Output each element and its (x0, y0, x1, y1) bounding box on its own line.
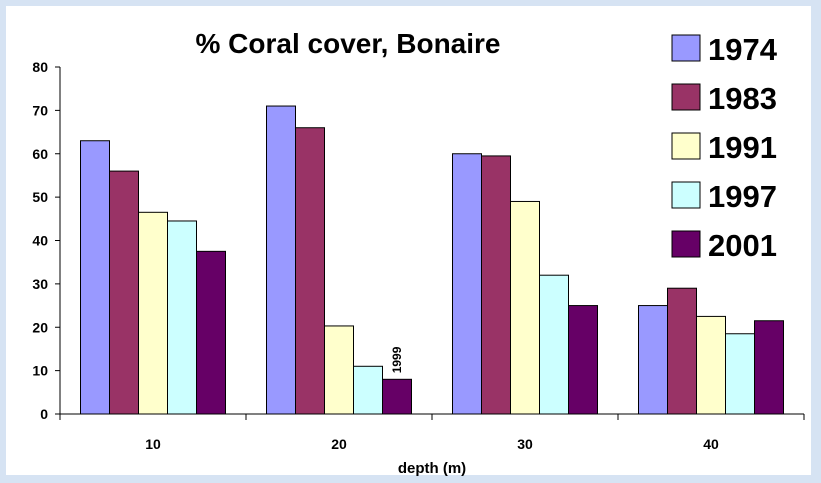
legend-swatch-1997 (671, 181, 701, 209)
legend-swatch-2001 (671, 230, 701, 258)
legend-swatch-1991 (671, 132, 701, 160)
bar-1983-20 (295, 127, 325, 415)
legend-label-1983: 1983 (708, 81, 777, 116)
bar-1997-40 (725, 333, 755, 415)
bar-1991-10 (138, 211, 168, 415)
bar-1991-30 (510, 200, 540, 415)
bar-1974-30 (452, 153, 482, 415)
bar-2001-30 (568, 305, 598, 415)
x-tick-label: 40 (703, 436, 719, 452)
bar-2001-40 (754, 320, 784, 415)
bar-1983-30 (481, 155, 511, 415)
y-tick-label: 50 (32, 189, 48, 205)
bar-1983-10 (109, 170, 139, 415)
legend-swatch-1983 (671, 83, 701, 111)
bar-1974-10 (80, 140, 110, 415)
y-tick-label: 20 (32, 319, 48, 335)
bar-1997-10 (167, 220, 197, 415)
x-axis-title: depth (m) (398, 460, 466, 477)
legend-label-1997: 1997 (708, 179, 777, 214)
y-tick-label: 10 (32, 363, 48, 379)
x-tick-label: 10 (145, 436, 161, 452)
bar-1983-40 (667, 287, 697, 415)
x-tick-label: 20 (331, 436, 347, 452)
legend-label-1991: 1991 (708, 130, 777, 165)
bar-2001-20 (382, 378, 412, 415)
legend: 1974 1983 1991 1997 2001 (671, 32, 778, 263)
annotation-label: 1999 (390, 346, 404, 373)
plot-area: 1999 0 10 20 30 40 50 60 70 80 10 20 30 40 (32, 59, 805, 452)
y-tick-label: 40 (32, 233, 48, 249)
y-tick-label: 0 (40, 406, 48, 422)
y-tick-label: 70 (32, 102, 48, 118)
bar-1991-40 (696, 315, 726, 415)
y-tick-label: 80 (32, 59, 48, 75)
bar-1974-40 (638, 305, 668, 415)
legend-label-2001: 2001 (708, 228, 777, 263)
bar-1991-20 (324, 325, 354, 415)
y-tick-label: 30 (32, 276, 48, 292)
bar-1974-20 (266, 105, 296, 415)
bar-1997-20 (353, 365, 383, 415)
bar-2001-10 (196, 250, 226, 415)
y-tick-label: 60 (32, 146, 48, 162)
bar-1997-30 (539, 274, 569, 415)
x-tick-label: 30 (517, 436, 533, 452)
legend-swatch-1974 (671, 34, 701, 62)
chart-title: % Coral cover, Bonaire (195, 28, 500, 59)
legend-label-1974: 1974 (708, 32, 778, 67)
